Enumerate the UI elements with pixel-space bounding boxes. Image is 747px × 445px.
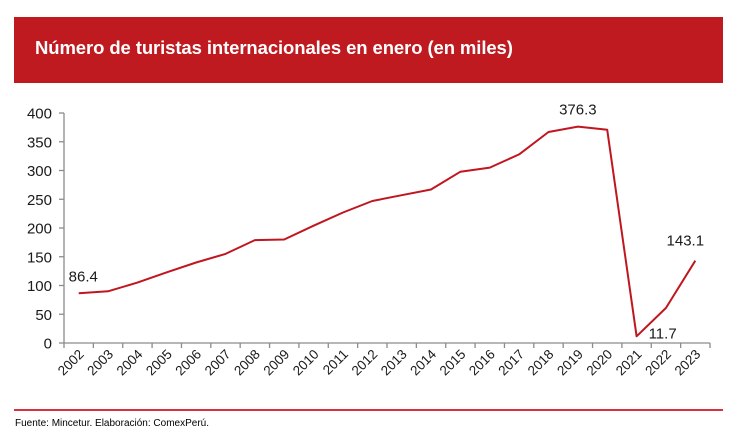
data-label: 11.7 [649, 325, 677, 342]
source-note: Fuente: Mincetur. Elaboración: ComexPerú… [15, 418, 209, 429]
y-axis: 0 50 100 150 200 250 300 350 400 [27, 106, 65, 353]
y-tick-label: 100 [27, 278, 52, 295]
x-tick-label: 2010 [290, 347, 322, 379]
series-line [78, 125, 697, 338]
y-tick-label: 250 [27, 192, 52, 209]
y-tick-label: 150 [27, 249, 52, 266]
x-tick-label: 2012 [349, 347, 381, 379]
x-tick-label: 2002 [55, 347, 87, 379]
x-tick-label: 2013 [378, 347, 410, 379]
data-label: 86.4 [69, 268, 98, 285]
footer-divider [14, 409, 723, 411]
x-tick-label: 2007 [202, 347, 234, 379]
x-tick-label: 2005 [143, 347, 175, 379]
y-tick-label: 350 [27, 134, 52, 151]
y-tick-label: 400 [27, 106, 52, 123]
x-tick-label: 2003 [84, 347, 116, 379]
x-tick-label: 2018 [525, 347, 557, 379]
chart-title: Número de turistas internacionales en en… [35, 37, 513, 58]
y-tick-label: 300 [27, 163, 52, 180]
data-label: 376.3 [559, 102, 597, 119]
y-tick-label: 50 [35, 307, 52, 324]
x-tick-label: 2016 [466, 347, 498, 379]
data-labels: 86.4 376.3 11.7 143.1 [69, 102, 704, 343]
x-tick-label: 2008 [231, 347, 263, 379]
x-tick-label: 2017 [495, 347, 527, 379]
x-tick-label: 2009 [260, 347, 292, 379]
data-label: 143.1 [667, 233, 705, 250]
x-tick-label: 2021 [613, 347, 645, 379]
x-tick-label: 2004 [114, 346, 146, 378]
y-tick-label: 0 [44, 336, 52, 353]
x-tick-label: 2019 [554, 347, 586, 379]
series-group [78, 125, 697, 338]
x-axis: 2002200320042005200620072008200920102011… [55, 342, 711, 379]
x-tick-label: 2023 [672, 347, 704, 379]
x-tick-label: 2011 [320, 347, 351, 378]
x-tick-label: 2020 [583, 347, 615, 379]
y-tick-label: 200 [27, 221, 52, 238]
x-tick-label: 2014 [407, 346, 439, 378]
x-tick-label: 2015 [437, 347, 469, 379]
x-tick-label: 2022 [642, 347, 674, 379]
x-tick-label: 2006 [172, 347, 204, 379]
chart-header: Número de turistas internacionales en en… [14, 17, 723, 83]
